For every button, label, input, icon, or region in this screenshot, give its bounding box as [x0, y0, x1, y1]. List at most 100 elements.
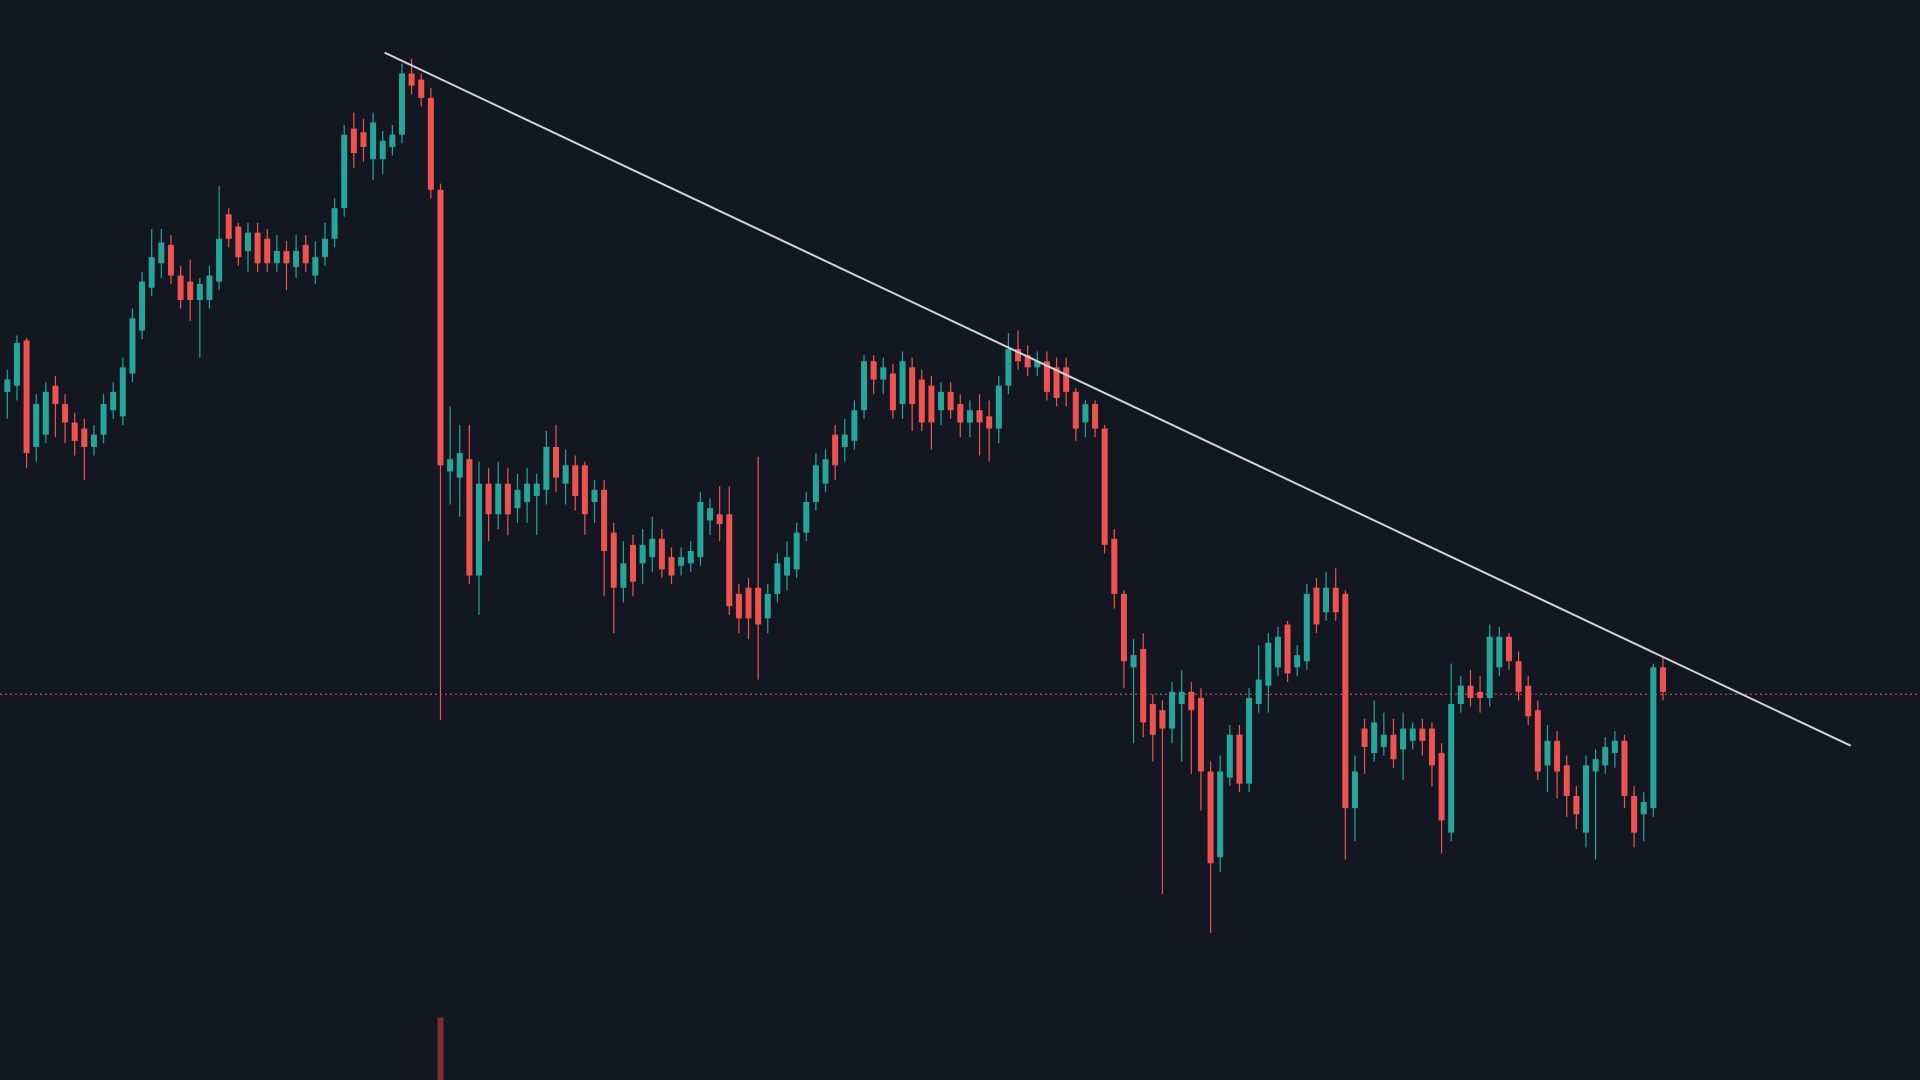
- candle-body: [601, 489, 608, 552]
- candle-body: [947, 391, 954, 411]
- candle-body: [235, 226, 242, 258]
- candle-body: [909, 367, 916, 405]
- candle-body: [1371, 722, 1378, 754]
- candle-body: [1226, 734, 1233, 778]
- candle-body: [52, 385, 59, 405]
- candle-body: [793, 532, 800, 570]
- candle-body: [1428, 728, 1435, 766]
- candle-body: [610, 532, 617, 588]
- candle-body: [321, 238, 328, 258]
- candle-body: [1448, 704, 1455, 833]
- candle-body: [1631, 795, 1638, 833]
- candle-body: [928, 385, 935, 423]
- candle-body: [1525, 685, 1532, 717]
- candle-body: [81, 428, 88, 447]
- candle-body: [687, 551, 694, 564]
- candle-body: [456, 453, 463, 478]
- candle-body: [668, 557, 675, 576]
- candle-body: [716, 514, 723, 525]
- candle-body: [42, 391, 49, 435]
- candle-body: [485, 483, 492, 515]
- candle-body: [129, 318, 136, 374]
- candle-body: [966, 410, 973, 423]
- candle-body: [283, 251, 290, 264]
- candle-body: [832, 434, 839, 466]
- candle-body: [1323, 587, 1330, 613]
- candle-body: [1063, 367, 1070, 392]
- candle-body: [4, 379, 11, 392]
- candle-body: [273, 251, 280, 264]
- candle-body: [591, 489, 598, 503]
- candle-body: [341, 134, 348, 209]
- candle-body: [1544, 740, 1551, 766]
- candle-body: [822, 459, 829, 484]
- candle-body: [1621, 740, 1628, 796]
- candle-body: [1361, 728, 1368, 747]
- candle-body: [408, 73, 415, 86]
- candle-body: [225, 214, 232, 239]
- candle-body: [13, 342, 20, 386]
- candle-body: [1582, 765, 1589, 833]
- candle-body: [187, 281, 194, 300]
- candle-body: [62, 404, 69, 423]
- candle-body: [1111, 538, 1118, 594]
- candle-body: [1505, 636, 1512, 662]
- candle-body: [678, 557, 685, 566]
- candle-body: [1188, 691, 1195, 711]
- candle-body: [1072, 391, 1079, 429]
- candle-body: [745, 587, 752, 619]
- candle-body: [581, 465, 588, 515]
- candle-body: [524, 483, 531, 503]
- candle-body: [1486, 636, 1493, 698]
- candle-body: [167, 244, 174, 276]
- candle-body: [1092, 404, 1099, 429]
- candle-body: [1332, 587, 1339, 613]
- candle-body: [707, 508, 714, 521]
- candle-body: [1409, 728, 1416, 741]
- candle-body: [1419, 728, 1426, 741]
- candle-body: [350, 128, 357, 154]
- candle-body: [418, 79, 425, 98]
- candle-body: [1159, 710, 1166, 729]
- candle-body: [1602, 746, 1609, 766]
- candle-body: [986, 416, 993, 429]
- candle-body: [389, 134, 396, 147]
- candle-body: [1236, 734, 1243, 784]
- candle-body: [370, 122, 377, 160]
- candle-body: [861, 361, 868, 411]
- candle-body: [1563, 765, 1570, 796]
- candle-body: [1255, 679, 1262, 705]
- candle-body: [148, 257, 155, 288]
- candle-body: [889, 373, 896, 411]
- candle-body: [360, 132, 367, 147]
- candle-body: [755, 587, 762, 625]
- candle-body: [1592, 759, 1599, 772]
- candle-body: [552, 446, 559, 478]
- candle-body: [735, 593, 742, 619]
- candle-body: [1640, 802, 1647, 815]
- candle-body: [995, 385, 1002, 429]
- candle-body: [1034, 361, 1041, 368]
- candle-body: [658, 538, 665, 570]
- candle-body: [976, 410, 983, 423]
- candle-body: [1043, 361, 1050, 392]
- candle-body: [1659, 667, 1666, 692]
- candle-body: [437, 189, 444, 466]
- candle-body: [139, 281, 146, 331]
- candle-body: [1438, 753, 1445, 821]
- candle-body: [803, 502, 810, 533]
- candle-body: [918, 379, 925, 423]
- candle-body: [1015, 348, 1022, 362]
- candle-body: [119, 367, 126, 417]
- candle-body: [649, 538, 656, 558]
- candle-body: [466, 459, 473, 576]
- candle-body: [1274, 636, 1281, 668]
- candle-body: [851, 410, 858, 441]
- candle-body: [543, 446, 550, 490]
- candle-body: [957, 404, 964, 423]
- candle-body: [899, 361, 906, 405]
- candle-body: [379, 140, 386, 160]
- candle-body: [1178, 691, 1185, 705]
- candle-body: [1024, 355, 1031, 368]
